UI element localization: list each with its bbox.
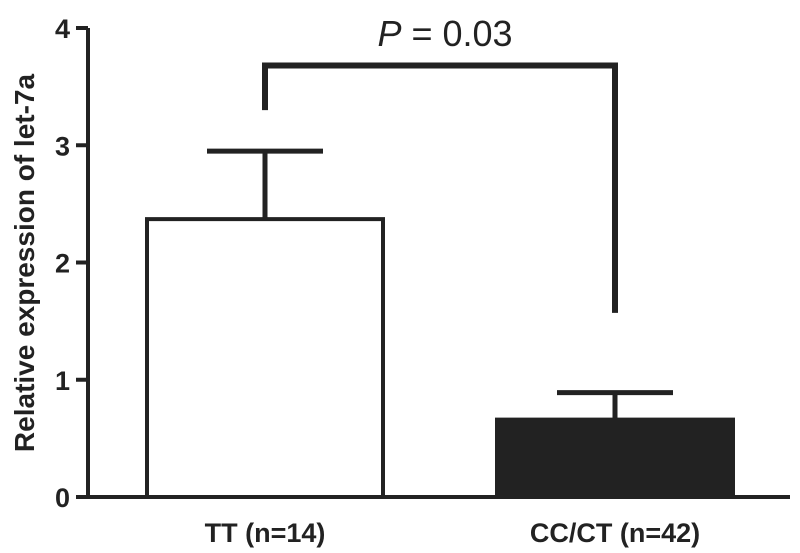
p-symbol: P: [377, 13, 401, 54]
chart-marks: 0 1 2 3 4 TT (n=14) CC/CT (n=42): [55, 14, 790, 548]
y-tick-label-1: 1: [55, 366, 70, 396]
p-value: = 0.03: [401, 13, 512, 54]
y-tick-label-2: 2: [55, 249, 70, 279]
bar-0: [145, 217, 385, 499]
significance-bracket: [262, 62, 618, 313]
y-tick-label-3: 3: [55, 131, 70, 161]
y-tick-label-0: 0: [55, 483, 70, 513]
x-tick-label-0: TT (n=14): [205, 518, 326, 548]
bar-1: [495, 417, 735, 499]
y-axis-title: Relative expression of let-7a: [9, 74, 40, 453]
significance-label: P = 0.03: [377, 13, 512, 54]
y-tick-label-4: 4: [55, 14, 70, 44]
x-tick-label-1: CC/CT (n=42): [530, 518, 700, 548]
